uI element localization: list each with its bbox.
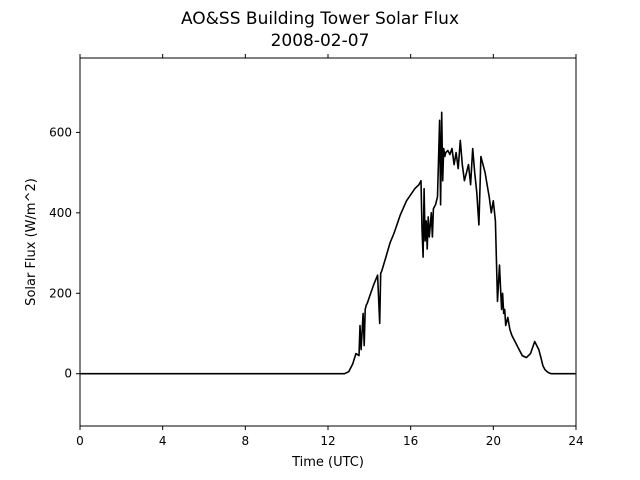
chart-subtitle: 2008-02-07 (271, 31, 370, 51)
x-tick-label: 20 (486, 434, 501, 448)
plot-frame (79, 57, 577, 427)
chart-title: AO&SS Building Tower Solar Flux (181, 9, 459, 29)
y-tick-label: 0 (64, 367, 72, 381)
x-tick-label: 24 (568, 434, 583, 448)
solar-flux-line (80, 111, 576, 375)
x-axis-label: Time (UTC) (291, 455, 364, 470)
x-tick-label: 8 (242, 434, 250, 448)
x-tick-label: 0 (76, 434, 84, 448)
y-tick-label: 600 (49, 125, 72, 139)
x-tick-label: 4 (159, 434, 167, 448)
y-tick-label: 200 (49, 286, 72, 300)
x-tick-label: 12 (320, 434, 335, 448)
y-tick-label: 400 (49, 206, 72, 220)
y-axis-label: Solar Flux (W/m^2) (24, 178, 39, 306)
x-tick-label: 16 (403, 434, 418, 448)
series-group (80, 111, 576, 375)
axis-ticks: 0 4 8 12 16 20 24 0 200 400 600 (49, 54, 584, 448)
